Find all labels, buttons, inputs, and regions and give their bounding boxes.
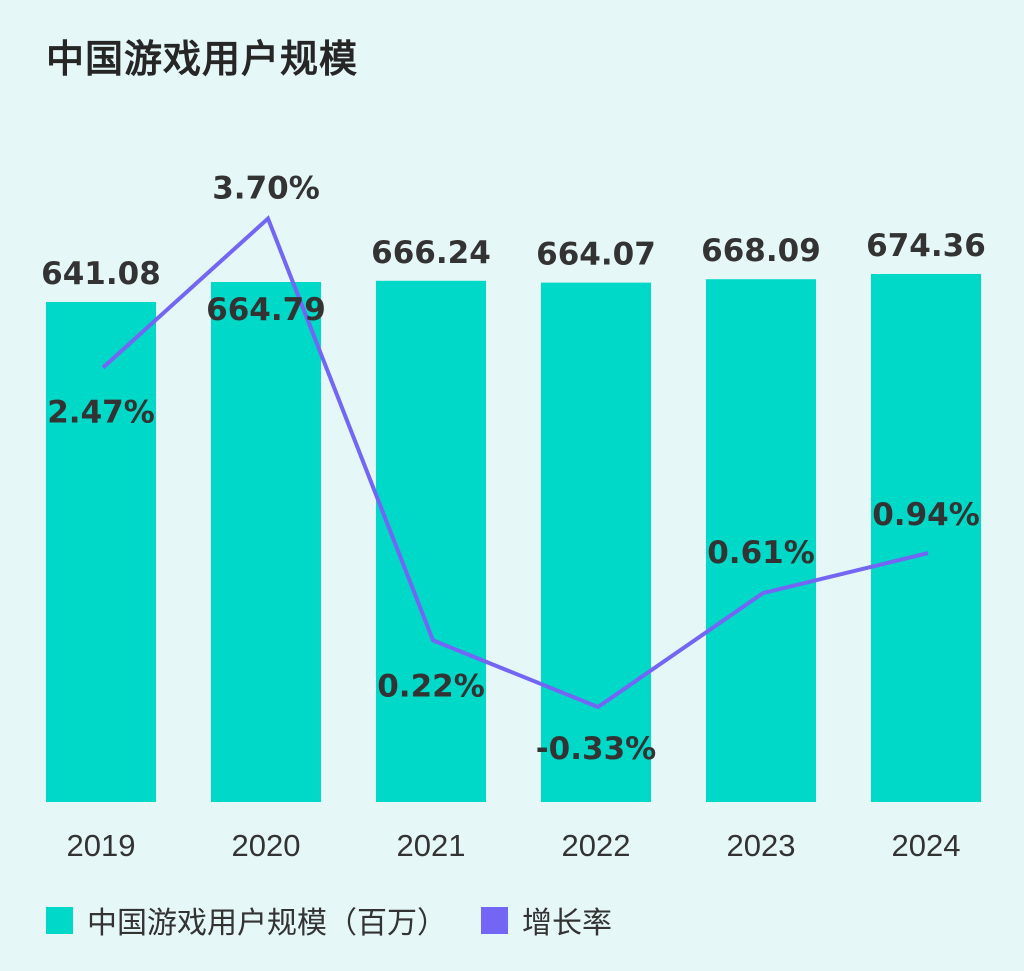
rate-value-label: 0.22% [377,668,485,704]
x-tick-label: 2020 [232,828,301,863]
growth-rate-line [101,215,929,710]
rate-value-label: 0.61% [707,535,815,571]
bar-2020 [211,282,321,802]
legend-label-growth: 增长率 [522,906,612,941]
bar-value-label: 641.08 [41,256,161,292]
bar-value-label: 668.09 [701,233,821,269]
legend-item-users: 中国游戏用户规模（百万） [46,898,447,942]
bar-value-label: 664.79 [206,292,326,328]
bar-2019 [46,301,156,802]
legend-swatch-line [481,906,508,934]
legend-label-users: 中国游戏用户规模（百万） [87,906,447,941]
x-tick-label: 2021 [397,828,466,863]
chart-svg: 2019 2020 2021 2022 2023 2024 641.08 664.79 666.… [41,171,986,863]
bar-value-label: 674.36 [866,228,986,264]
bar-2022 [541,282,651,802]
rate-value-label: 0.94% [872,497,980,533]
x-tick-label: 2019 [67,828,136,863]
rate-value-label: -0.33% [536,731,656,767]
chart-title: 中国游戏用户规模 [46,37,359,81]
bar-2024 [871,273,981,802]
x-tick-label: 2024 [892,828,961,863]
x-tick-label: 2022 [562,828,631,863]
legend: 中国游戏用户规模（百万） 增长率 [46,898,646,942]
bar-value-label: 666.24 [371,235,491,271]
rate-value-label: 3.70% [212,171,320,207]
legend-swatch-bar [46,906,73,934]
bar-2023 [706,279,816,803]
bar-value-label: 664.07 [536,237,656,273]
x-tick-label: 2023 [727,828,796,863]
rate-value-label: 2.47% [47,395,155,431]
legend-item-growth: 增长率 [481,898,612,942]
